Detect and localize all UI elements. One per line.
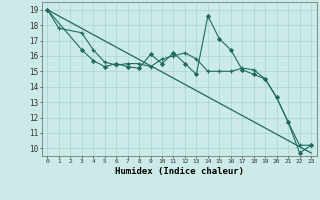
X-axis label: Humidex (Indice chaleur): Humidex (Indice chaleur) bbox=[115, 167, 244, 176]
